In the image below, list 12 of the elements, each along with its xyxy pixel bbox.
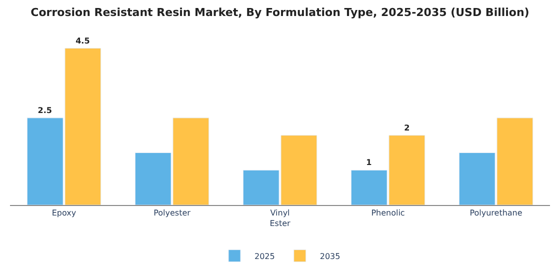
x-tick-label: Epoxy xyxy=(52,208,76,218)
chart-title: Corrosion Resistant Resin Market, By Formulation Type, 2025-2035 (USD Billion) xyxy=(30,6,530,20)
legend-label: 2025 xyxy=(254,252,275,261)
x-tick-label: Phenolic xyxy=(371,208,405,218)
data-label: 2.5 xyxy=(38,106,52,115)
data-label: 4.5 xyxy=(76,36,90,46)
data-label: 1 xyxy=(366,158,372,168)
x-tick-label: Vinyl Ester xyxy=(270,208,291,228)
data-label: 2 xyxy=(404,123,410,132)
x-tick-label: Polyester xyxy=(154,208,192,218)
legend-label: 2035 xyxy=(320,252,340,261)
x-tick-label: Polyurethane xyxy=(470,208,522,218)
